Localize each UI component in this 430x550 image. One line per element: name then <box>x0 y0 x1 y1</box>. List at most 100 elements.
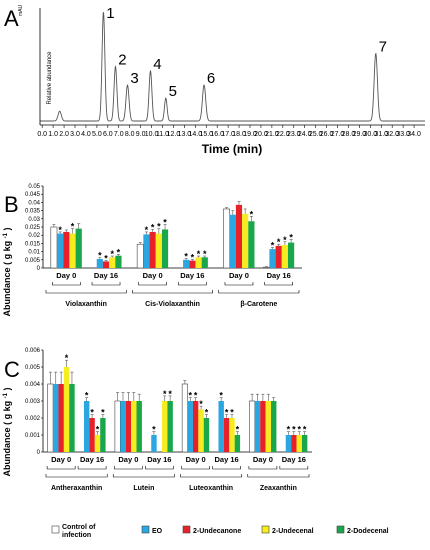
panel-c-y-unit-close: ) <box>2 388 12 391</box>
panel-b-bar <box>248 221 255 268</box>
panel-b-significance-star: * <box>110 249 114 259</box>
panel-c-day-bracket <box>181 466 210 470</box>
panel-b-bar <box>195 257 202 268</box>
chromatogram-x-tick-label: 28.0 <box>342 131 356 138</box>
svg-text:Abundance ( g kg: Abundance ( g kg -1 ) <box>0 228 12 317</box>
panel-c-significance-star: * <box>90 408 94 418</box>
legend-swatch <box>336 525 345 534</box>
panel-b-bar <box>109 257 116 268</box>
panel-b-significance-star: * <box>203 249 207 259</box>
chromatogram-x-tick-label: 31.0 <box>374 131 388 138</box>
panel-c-significance-star: * <box>205 408 209 418</box>
panel-c-bar <box>260 401 266 452</box>
panel-b-group-bracket <box>45 290 127 294</box>
chromatogram-x-tick-label: 16.0 <box>210 131 224 138</box>
panel-b-bar <box>269 249 276 268</box>
panel-c-group-label: Luteoxanthin <box>189 485 233 492</box>
panel-b-bar <box>149 231 156 268</box>
panel-letter-b: B <box>4 192 19 217</box>
panel-c-day-label: Day 0 <box>118 455 138 464</box>
panel-b-y-label-main: Abundance <box>2 267 12 316</box>
panel-c-bar <box>229 418 235 452</box>
peak-label-7: 7 <box>379 38 387 55</box>
peak-label-5: 5 <box>169 83 177 100</box>
panel-b-y-tick-label: 0.015 <box>25 241 41 247</box>
legend-label-line: infection <box>62 532 91 539</box>
panel-b-y-tick-label: 0.05 <box>28 184 40 190</box>
panel-b-significance-star: * <box>184 251 188 261</box>
chromatogram-x-tick-label: 26.0 <box>320 131 334 138</box>
panel-b-bar <box>201 257 208 268</box>
panel-c-group-bracket <box>180 474 243 478</box>
panel-c-day-label: Day 16 <box>282 455 306 464</box>
panel-b-bar <box>281 245 288 268</box>
chromatogram-x-tick-label: 15.0 <box>199 131 213 138</box>
panel-c-day-label: Day 16 <box>147 455 171 464</box>
panel-b-y-unit: ( g kg <box>2 241 12 265</box>
panel-c-y-tick-label: 0.003 <box>25 399 41 405</box>
panel-c-significance-star: * <box>287 425 291 435</box>
chromatogram-x-label: Time (min) <box>202 142 262 156</box>
panel-b-day-bracket <box>224 282 254 286</box>
panel-c-y-tick-label: 0.002 <box>25 416 41 422</box>
panel-b-group-bracket <box>218 290 300 294</box>
panel-b-y-tick-label: 0.005 <box>25 258 41 264</box>
panel-c-significance-star: * <box>188 391 192 401</box>
chromatogram-x-tick-label: 25.0 <box>309 131 323 138</box>
panel-b-y-tick-label: 0.04 <box>28 200 40 206</box>
panel-c-y-tick-label: 0 <box>37 450 41 456</box>
panel-b-y-tick-label: 0 <box>37 266 41 272</box>
panel-b-y-tick-label: 0.01 <box>28 250 40 256</box>
panel-b-bar <box>63 231 70 268</box>
panel-c-day-bracket <box>248 466 278 470</box>
chromatogram-x-ticks: 0.0 1.0 2.0 3.0 4.0 5.0 6.0 7.0 8.0 9.0 10.011.012… <box>37 125 421 138</box>
panel-c-significance-star: * <box>85 391 89 401</box>
panel-c-y-label: Abundance ( g kg -1 ) <box>2 388 12 477</box>
panel-b-group-label: β-Carotene <box>240 301 277 308</box>
panel-c-bar <box>125 401 132 452</box>
panel-c-bar <box>265 401 272 452</box>
panel-b-significance-star: * <box>151 222 155 232</box>
panel-c-group-label: Lutein <box>133 485 154 492</box>
panel-b-y-unit-close: ) <box>2 228 12 231</box>
legend-label-line: Control of <box>62 524 96 531</box>
chromatogram-x-tick-label: 4.0 <box>81 131 91 138</box>
legend-label: Control of infection <box>62 524 96 539</box>
panel-c-significance-star: * <box>303 425 307 435</box>
panel-b-day-label: Day 0 <box>143 271 163 280</box>
chromatogram-x-tick-label: 1.0 <box>48 131 58 138</box>
chromatogram-x-tick-label: 22.0 <box>276 131 290 138</box>
chromatogram-x-tick-label: 11.0 <box>156 131 169 138</box>
panel-b-y-unit-sup: -1 <box>3 232 9 238</box>
panel-b-day-bracket <box>91 282 121 286</box>
panel-c-bar <box>114 400 121 453</box>
panel-b-day-label: Day 16 <box>94 271 118 280</box>
panel-c-bar <box>167 401 173 452</box>
panel-c-bar <box>249 400 256 453</box>
panel-c-bar <box>285 435 292 452</box>
panel-b-day-label: Day 16 <box>267 271 291 280</box>
panel-b-bar <box>50 226 58 269</box>
panel-c-significance-star: * <box>292 425 296 435</box>
legend-label: 2-Undecenal <box>272 528 314 535</box>
panel-b-day-bracket <box>178 282 207 286</box>
chromatogram-x-tick-label: 14.0 <box>189 131 203 138</box>
panel-b-day-label: Day 16 <box>180 271 204 280</box>
panel-b-y-tick-label: 0.025 <box>25 225 41 231</box>
panel-c-day-label: Day 0 <box>51 455 71 464</box>
panel-b-bar <box>143 234 150 268</box>
chromatogram-x-tick-label: 0.0 <box>37 131 47 138</box>
panel-b-significance-star: * <box>104 253 108 263</box>
chromatogram-x-tick-label: 32.0 <box>385 131 399 138</box>
panel-c-bar <box>58 384 64 452</box>
chromatogram-x-tick-label: 7.0 <box>114 131 124 138</box>
panel-b-significance-star: * <box>277 237 281 247</box>
chromatogram-y-label: Relative abundance <box>47 51 53 105</box>
panel-c-group-label: Zeaxanthin <box>260 485 297 492</box>
panel-c-significance-star: * <box>194 391 198 401</box>
panel-b-group-label: Violaxanthin <box>65 301 107 308</box>
panel-c-significance-star: * <box>65 353 69 363</box>
peak-label-6: 6 <box>207 70 215 87</box>
chromatogram-x-tick-label: 20.0 <box>254 131 268 138</box>
